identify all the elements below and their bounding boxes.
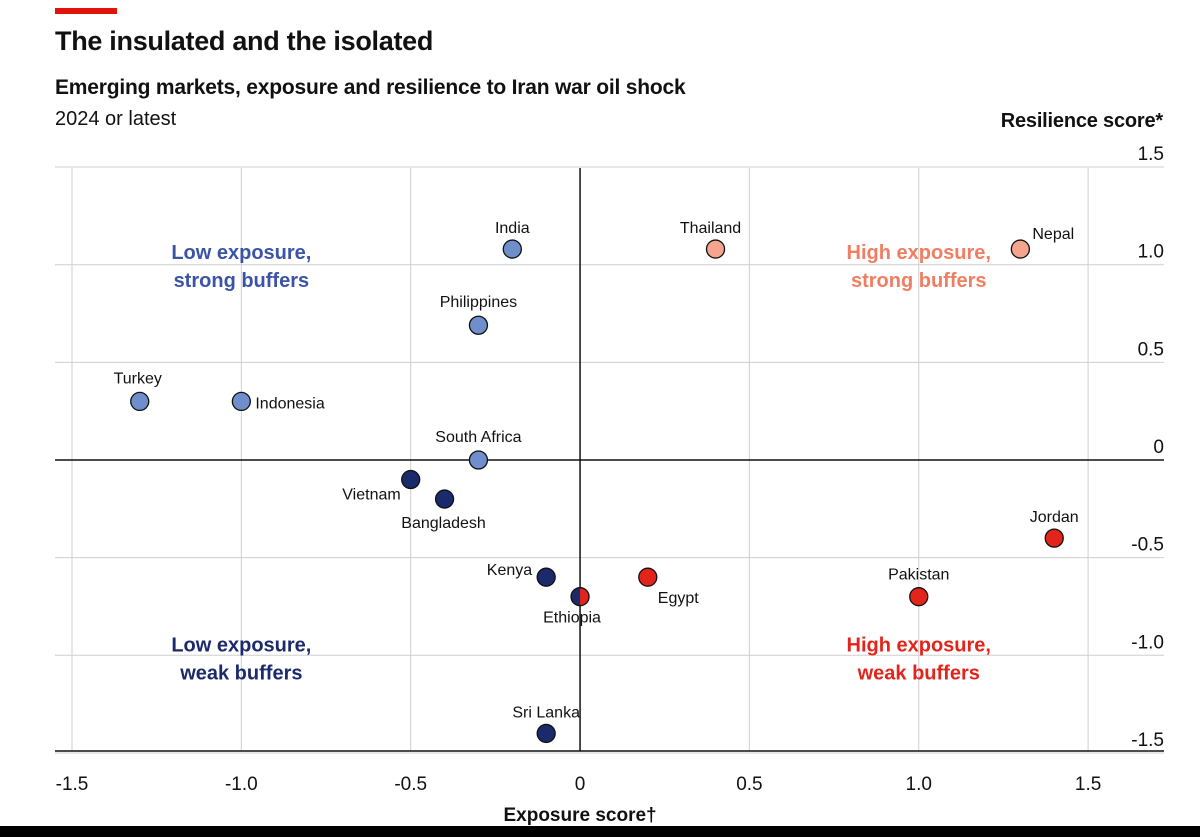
point-thailand [705, 239, 726, 259]
point-ethiopia-left [571, 587, 581, 606]
point-vietnam [401, 469, 421, 490]
point-jordan [1044, 528, 1064, 548]
point-india [502, 239, 522, 259]
point-label-sri-lanka: Sri Lanka [512, 704, 580, 721]
quadrant-label: strong buffers [851, 270, 987, 292]
x-axis-title: Exposure score† [503, 805, 656, 826]
point-kenya [536, 567, 556, 587]
point-label-thailand: Thailand [680, 220, 741, 237]
point-south-africa [468, 450, 489, 470]
accent-bar [55, 8, 117, 14]
quadrant-label: weak buffers [179, 662, 302, 684]
x-tick-label: 0.5 [736, 774, 762, 795]
y-tick-label: -1.5 [1131, 730, 1164, 751]
chart-subtitle: Emerging markets, exposure and resilienc… [55, 76, 686, 99]
point-nepal [1010, 239, 1031, 259]
point-indonesia [231, 391, 252, 412]
y-tick-label: -1.0 [1131, 632, 1164, 653]
point-label-south-africa: South Africa [435, 429, 521, 446]
point-label-turkey: Turkey [114, 370, 162, 387]
y-tick-label: 1.5 [1138, 144, 1164, 165]
point-philippines [468, 315, 489, 335]
bottom-band [0, 826, 1200, 837]
x-tick-label: 1.0 [906, 774, 932, 795]
quadrant-label: High exposure, [847, 242, 991, 264]
point-pakistan [909, 587, 929, 607]
point-label-bangladesh: Bangladesh [401, 515, 486, 532]
quadrant-label: High exposure, [847, 634, 991, 656]
point-label-ethiopia: Ethiopia [543, 610, 601, 627]
y-axis-title: Resilience score* [1000, 110, 1163, 132]
point-label-vietnam: Vietnam [342, 487, 400, 504]
y-tick-label: -0.5 [1131, 535, 1164, 556]
x-tick-label: -1.5 [56, 774, 89, 795]
point-turkey [130, 391, 150, 412]
x-tick-label: -1.0 [225, 774, 258, 795]
point-label-egypt: Egypt [658, 590, 699, 607]
quadrant-label: Low exposure, [171, 242, 311, 264]
y-tick-label: 0.5 [1138, 339, 1164, 360]
x-tick-label: 0 [575, 774, 586, 795]
x-tick-label: 1.5 [1075, 774, 1101, 795]
point-label-indonesia: Indonesia [255, 395, 324, 412]
point-label-pakistan: Pakistan [888, 567, 949, 584]
y-tick-label: 0 [1153, 437, 1164, 458]
point-ethiopia-right [580, 587, 590, 606]
point-ethiopia-outline [570, 587, 590, 607]
quadrant-label: strong buffers [174, 270, 310, 292]
x-tick-label: -0.5 [394, 774, 427, 795]
point-label-kenya: Kenya [487, 562, 532, 579]
y-tick-label: 1.0 [1138, 242, 1164, 263]
point-sri-lanka [536, 723, 556, 744]
quadrant-label: Low exposure, [171, 634, 311, 656]
point-label-jordan: Jordan [1030, 509, 1079, 526]
chart-period: 2024 or latest [55, 108, 177, 130]
point-egypt [638, 567, 658, 587]
point-bangladesh [434, 489, 455, 509]
point-label-india: India [495, 220, 530, 237]
point-label-nepal: Nepal [1032, 226, 1074, 243]
chart-title: The insulated and the isolated [55, 26, 434, 56]
quadrant-label: weak buffers [857, 662, 980, 684]
point-label-philippines: Philippines [440, 294, 517, 311]
